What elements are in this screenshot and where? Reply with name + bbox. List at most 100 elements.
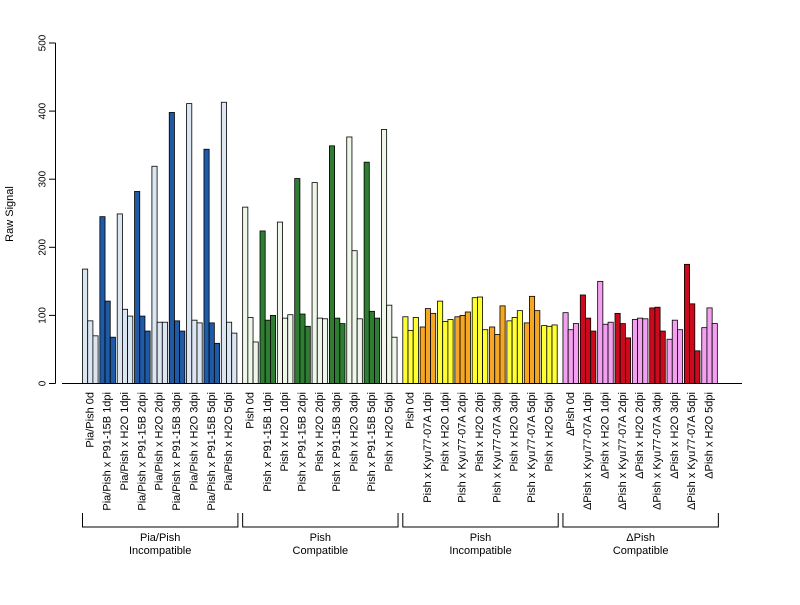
bar	[454, 316, 461, 384]
bar	[701, 327, 708, 384]
category-label: ΔPish x H2O 1dpi	[599, 392, 611, 479]
bars	[82, 101, 718, 384]
bar	[304, 325, 311, 384]
bar	[551, 324, 558, 384]
bar	[282, 317, 289, 384]
bar	[529, 295, 536, 384]
bar	[122, 308, 129, 384]
bar	[259, 230, 266, 384]
group-bracket	[562, 513, 719, 528]
category-labels: Pia/Pish 0d Pia/Pish x P91-15B 1dpi Pia/Pi…	[84, 392, 715, 511]
bar	[579, 294, 586, 384]
bar	[311, 182, 318, 384]
bar	[322, 318, 329, 384]
bar	[597, 280, 604, 384]
category-label: Pish 0d	[244, 392, 256, 429]
bar	[607, 321, 614, 384]
category-label: Pia/Pish x H2O 5dpi	[223, 392, 235, 490]
bar	[424, 308, 431, 384]
bar	[642, 318, 649, 384]
bar	[546, 325, 553, 384]
bar	[534, 310, 541, 384]
bar	[242, 206, 249, 384]
bar	[104, 300, 111, 384]
bar	[419, 326, 426, 384]
bar	[511, 317, 518, 384]
category-label: Pish x H2O 3dpi	[349, 392, 361, 471]
y-tick-label: 0	[38, 380, 49, 386]
bar	[506, 320, 513, 384]
category-label: Pia/Pish x H2O 2dpi	[154, 392, 166, 490]
group-bracket	[242, 513, 399, 528]
bar	[442, 321, 449, 384]
bar	[666, 338, 673, 384]
y-tick-label: 400	[38, 102, 49, 119]
category-label: Pish x H2O 3dpi	[509, 392, 521, 471]
bar	[368, 310, 375, 384]
bar	[407, 329, 414, 384]
bar	[711, 323, 718, 384]
bar	[562, 312, 569, 384]
group-brackets: Pia/PishIncompatiblePishCompatiblePishIn…	[82, 513, 719, 557]
bar	[437, 300, 444, 384]
bar	[471, 297, 478, 384]
category-label: ΔPish x H2O 2dpi	[634, 392, 646, 479]
bar	[476, 296, 483, 384]
y-tick-label: 100	[38, 307, 49, 324]
category-label: ΔPish x H2O 3dpi	[669, 392, 681, 479]
group-label-line1: Pish	[470, 532, 491, 544]
bar	[386, 304, 393, 384]
category-label: Pish x H2O 5dpi	[543, 392, 555, 471]
bar	[269, 314, 276, 384]
bar	[116, 213, 123, 384]
bar	[541, 325, 548, 384]
category-label: Pish x Kyu77-07A 5dpi	[526, 392, 538, 503]
bar	[179, 330, 186, 384]
bar	[482, 329, 489, 384]
bar	[334, 317, 341, 384]
bar	[631, 319, 638, 384]
bar	[144, 330, 151, 384]
bar	[252, 341, 259, 384]
bar	[677, 329, 684, 384]
category-label: Pia/Pish x P91-15B 5dpi	[206, 392, 218, 511]
bar	[191, 319, 198, 384]
category-label: Pia/Pish x P91-15B 1dpi	[102, 392, 114, 511]
category-label: ΔPish x Kyu77-07A 5dpi	[686, 392, 698, 510]
category-label: Pish x Kyu77-07A 2dpi	[457, 392, 469, 503]
group-label-line1: Pia/Pish	[140, 532, 180, 544]
category-label: ΔPish x Kyu77-07A 1dpi	[582, 392, 594, 510]
bar	[203, 148, 210, 384]
bar	[346, 136, 353, 384]
group-label-line1: Pish	[310, 532, 331, 544]
bar	[213, 342, 220, 384]
y-tick-label: 200	[38, 239, 49, 256]
group-bracket	[402, 513, 559, 528]
group-label-line1: ΔPish	[626, 532, 655, 544]
bar	[654, 306, 661, 384]
category-label: ΔPish x H2O 5dpi	[704, 392, 716, 479]
bar	[82, 268, 89, 384]
bar	[625, 337, 632, 384]
bar	[328, 145, 335, 384]
category-label: Pish x Kyu77-07A 3dpi	[491, 392, 503, 503]
category-label: Pish x Kyu77-07A 1dpi	[422, 392, 434, 503]
bar	[649, 307, 656, 384]
bar	[374, 317, 381, 384]
group-label-line2: Compatible	[613, 545, 669, 557]
bar	[494, 334, 501, 384]
bar	[689, 303, 696, 384]
bar	[602, 323, 609, 384]
bar	[499, 305, 506, 384]
group-label-line2: Incompatible	[129, 545, 191, 557]
category-label: Pia/Pish x H2O 1dpi	[119, 392, 131, 490]
y-tick-label: 500	[38, 34, 49, 51]
bar	[459, 314, 466, 384]
bar	[127, 315, 134, 384]
bar	[516, 310, 523, 384]
category-label: Pia/Pish x P91-15B 2dpi	[136, 392, 148, 511]
y-axis: 0 100 200 300 400 500	[38, 34, 56, 386]
category-label: ΔPish x Kyu77-07A 2dpi	[617, 392, 629, 510]
bar	[294, 178, 301, 384]
